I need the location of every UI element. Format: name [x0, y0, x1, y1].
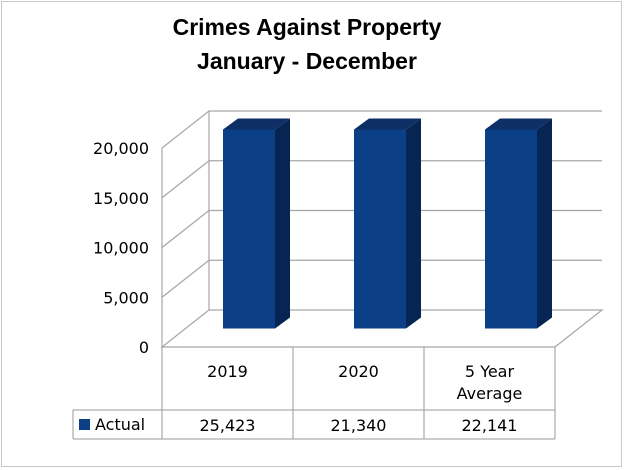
bar-side: [406, 118, 421, 329]
gridline: [161, 209, 602, 248]
bar-side: [537, 118, 552, 329]
chart-subtitle: January - December: [197, 48, 417, 74]
y-axis-ticks: 0 5,000 10,000 15,000 20,000: [93, 139, 149, 357]
gridline: [161, 160, 602, 199]
x-category-label: 2019: [207, 362, 248, 381]
bar: [354, 118, 421, 329]
chart-title-line1: Crimes Against Property: [173, 14, 442, 40]
y-tick-label: 5,000: [103, 288, 149, 307]
x-category-label: Average: [457, 384, 523, 403]
y-tick-label: 15,000: [93, 189, 149, 208]
gridlines: [161, 110, 602, 298]
bar: [223, 118, 290, 329]
data-table: 2019 2020 5 Year Average Actual 25,423 21,340 2…: [72, 347, 556, 440]
gridline: [161, 110, 602, 149]
bar-front: [485, 129, 537, 329]
bar-top: [223, 118, 290, 130]
table-value-cell: 25,423: [200, 416, 256, 435]
gridline: [161, 259, 602, 298]
table-value-cell: 22,141: [462, 416, 518, 435]
legend-swatch: [79, 419, 90, 430]
bar-side: [275, 118, 290, 329]
bar-top: [485, 118, 552, 130]
bar-front: [223, 129, 275, 329]
table-value-cell: 21,340: [331, 416, 387, 435]
chart-title: Crimes Against Property January - Decemb…: [173, 14, 442, 74]
y-tick-label: 20,000: [93, 139, 149, 158]
x-category-label: 5 Year: [465, 362, 515, 381]
x-category-label: 2020: [338, 362, 379, 381]
y-tick-label: 10,000: [93, 239, 149, 258]
bars: [223, 118, 552, 329]
y-tick-label: 0: [139, 338, 149, 357]
bar-front: [354, 129, 406, 329]
legend-label: Actual: [95, 415, 145, 434]
bar-top: [354, 118, 421, 130]
bar: [485, 118, 552, 329]
